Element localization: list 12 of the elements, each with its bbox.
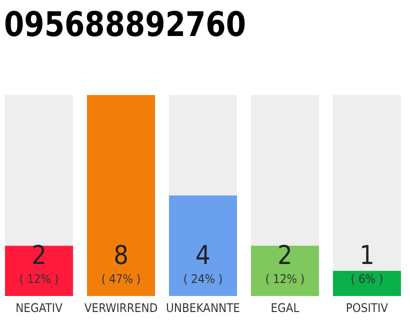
- data-label: 8 ( 47% ): [101, 241, 141, 286]
- bar: [332, 270, 401, 296]
- x-tick-label: EGAL: [270, 301, 300, 315]
- x-tick-label: POSITIV: [346, 301, 389, 315]
- data-label: 2 ( 12% ): [19, 241, 59, 286]
- data-label: 2 ( 12% ): [265, 241, 305, 286]
- data-label: 1 ( 6% ): [350, 241, 384, 286]
- x-tick-label: UNBEKANNTE: [166, 301, 240, 315]
- chart-title: 095688892760: [4, 5, 260, 45]
- data-label: 4 ( 24% ): [183, 241, 223, 286]
- x-tick-label: NEGATIV: [16, 301, 64, 315]
- x-tick-label: VERWIRREND: [84, 301, 158, 315]
